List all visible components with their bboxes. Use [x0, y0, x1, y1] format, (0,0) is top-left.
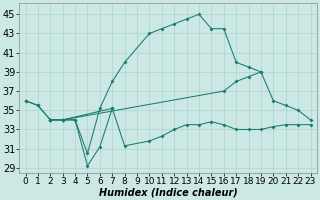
X-axis label: Humidex (Indice chaleur): Humidex (Indice chaleur): [99, 187, 237, 197]
